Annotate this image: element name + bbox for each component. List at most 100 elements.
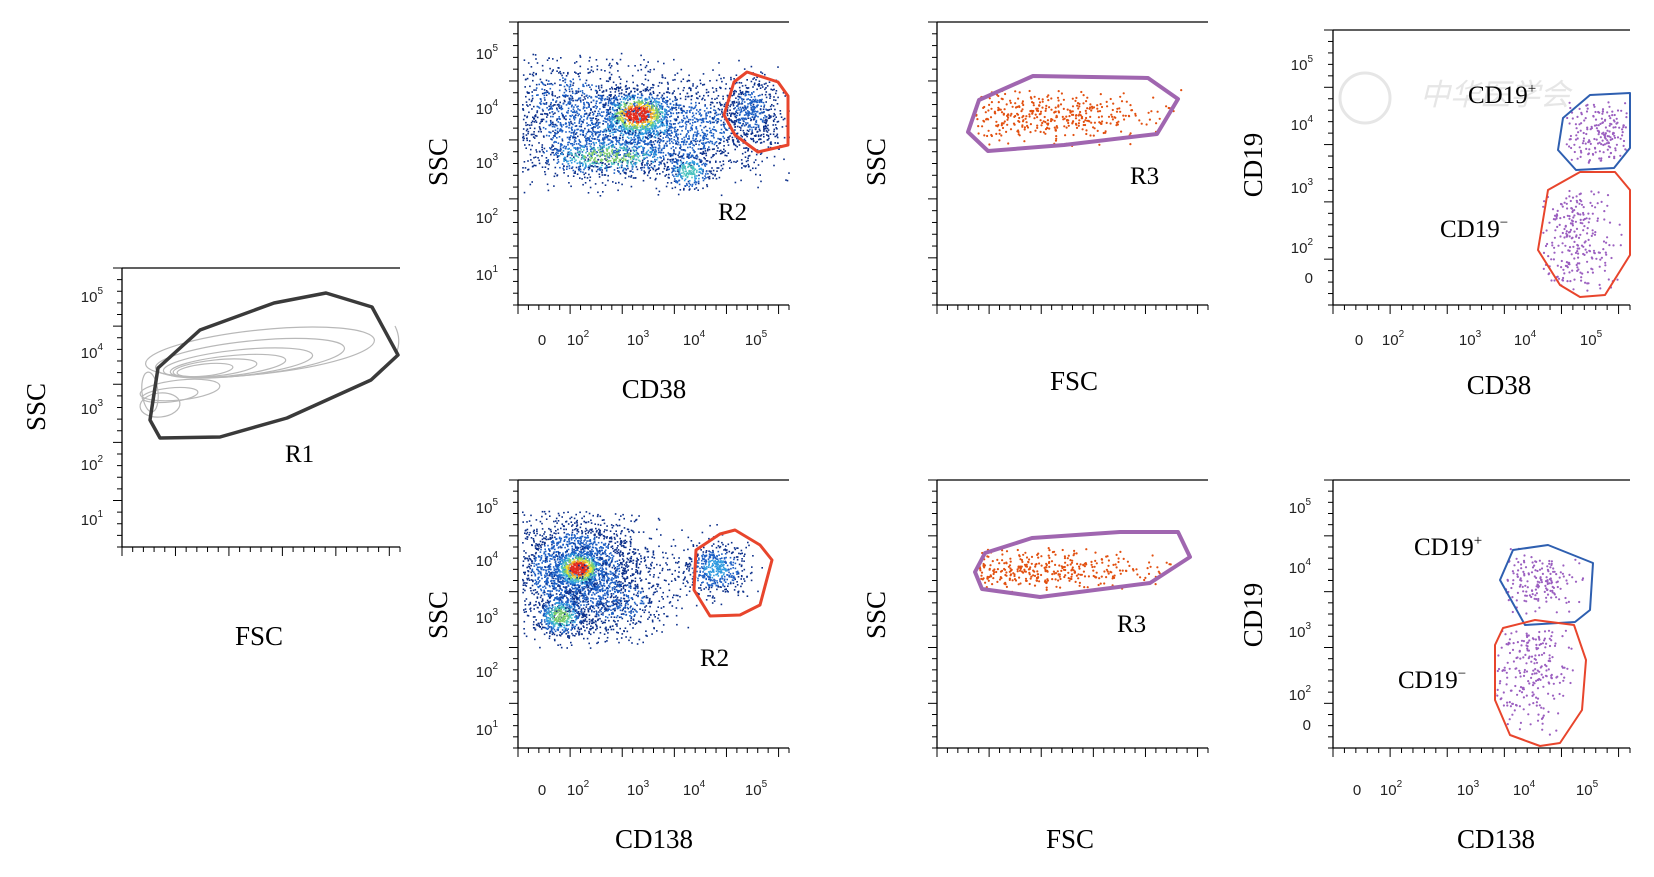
event-dot <box>707 141 709 143</box>
event-dot <box>650 115 653 118</box>
event-dot <box>575 132 578 134</box>
event-dot <box>555 101 557 103</box>
event-dot <box>590 140 592 142</box>
event-dot <box>774 142 776 144</box>
event-dot <box>1046 122 1049 125</box>
event-dot <box>697 132 700 135</box>
event-dot <box>553 175 556 178</box>
event-dot <box>634 177 636 179</box>
event-dot <box>760 134 763 136</box>
event-dot <box>570 99 573 101</box>
event-dot <box>1082 120 1085 123</box>
event-dot <box>686 175 689 178</box>
event-dot <box>563 169 565 171</box>
event-dot <box>583 173 585 176</box>
event-dot <box>733 143 735 146</box>
event-dot <box>623 102 626 105</box>
event-dot <box>583 93 586 95</box>
event-dot <box>655 118 658 121</box>
event-dot <box>523 161 526 163</box>
event-dot <box>607 102 610 105</box>
event-dot <box>684 95 687 98</box>
event-dot <box>556 162 559 164</box>
event-dot <box>573 134 575 136</box>
event-dot <box>679 125 681 128</box>
event-dot <box>559 123 562 126</box>
event-dot <box>644 108 647 110</box>
event-dot <box>671 162 674 164</box>
event-dot <box>772 133 775 136</box>
event-dot <box>633 108 635 110</box>
event-dot <box>677 154 679 157</box>
event-dot <box>537 94 539 96</box>
event-dot <box>643 119 645 121</box>
event-dot <box>1066 108 1069 111</box>
event-dot <box>736 119 738 121</box>
event-dot <box>667 158 669 161</box>
event-dot <box>693 144 695 147</box>
event-dot <box>690 155 693 158</box>
event-dot <box>1089 115 1092 118</box>
event-dot <box>543 89 546 91</box>
event-dot <box>536 111 538 114</box>
event-dot <box>674 96 676 98</box>
event-dot <box>576 112 579 114</box>
event-dot <box>590 165 592 167</box>
event-dot <box>621 157 624 159</box>
event-dot <box>577 105 579 108</box>
event-dot <box>700 148 703 150</box>
event-dot <box>694 178 696 180</box>
event-dot <box>598 173 601 176</box>
event-dot <box>734 181 737 184</box>
event-dot <box>577 73 579 75</box>
event-dot <box>738 86 741 89</box>
event-dot <box>734 82 736 85</box>
event-dot <box>988 103 991 106</box>
event-dot <box>572 92 574 94</box>
event-dot <box>634 138 637 140</box>
event-dot <box>556 108 558 111</box>
event-dot <box>650 122 652 124</box>
event-dot <box>615 153 617 156</box>
event-dot <box>639 117 641 119</box>
event-dot <box>640 68 643 71</box>
event-dot <box>527 130 530 133</box>
event-dot <box>607 129 610 131</box>
event-dot <box>752 139 755 142</box>
event-dot <box>702 142 705 144</box>
event-dot <box>661 108 664 110</box>
event-dot <box>637 141 640 143</box>
event-dot <box>583 115 585 118</box>
event-dot <box>645 106 647 109</box>
event-dot <box>648 121 650 123</box>
event-dot <box>745 118 748 121</box>
event-dot <box>707 148 709 150</box>
event-dot <box>608 77 611 80</box>
event-dot <box>585 151 587 154</box>
event-dot <box>646 156 648 159</box>
event-dot <box>706 184 708 186</box>
event-dot <box>609 117 612 120</box>
event-dot <box>1041 121 1044 125</box>
event-dot <box>598 176 601 178</box>
event-dot <box>604 174 607 176</box>
event-dot <box>736 132 739 135</box>
event-dot <box>983 105 986 109</box>
event-dot <box>557 121 560 123</box>
event-dot <box>607 139 609 141</box>
event-dot <box>604 155 606 157</box>
event-dot <box>604 128 607 130</box>
event-dot <box>1033 95 1036 98</box>
event-dot <box>738 109 740 111</box>
event-dot <box>603 142 605 145</box>
event-dot <box>680 107 683 110</box>
event-dot <box>528 98 531 101</box>
event-dot <box>751 101 754 103</box>
event-dot <box>747 93 750 96</box>
event-dot <box>705 115 707 117</box>
event-dot <box>589 117 592 120</box>
event-dot <box>1033 117 1036 120</box>
event-dot <box>607 117 609 120</box>
event-dot <box>698 113 701 116</box>
event-dot <box>746 129 749 132</box>
